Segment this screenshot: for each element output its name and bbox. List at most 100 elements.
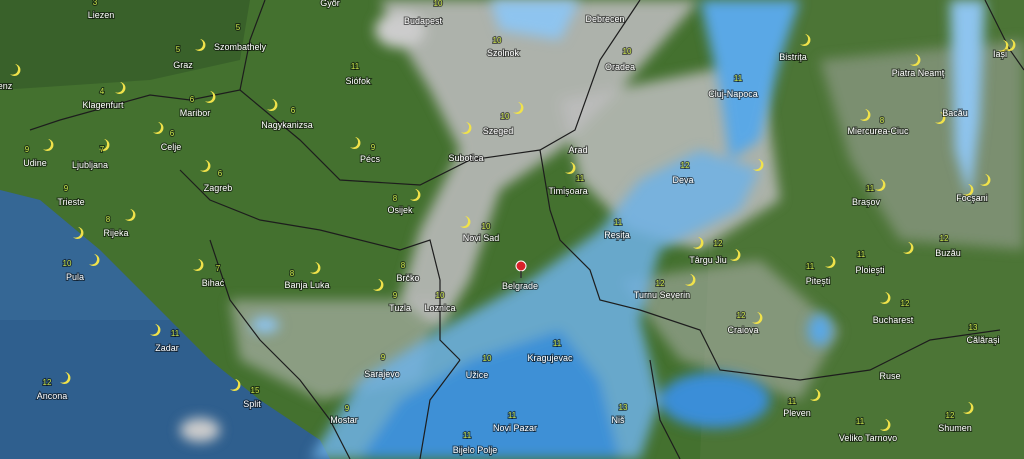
moon — [10, 64, 21, 76]
temperature: 11 — [508, 411, 517, 420]
temperature: 6 — [170, 129, 175, 138]
moon — [903, 242, 914, 254]
moon — [99, 139, 110, 151]
moon — [310, 262, 321, 274]
moon — [693, 237, 704, 249]
city-name: Mostar — [330, 415, 358, 425]
temperature: 11 — [553, 339, 562, 348]
city-name: Bucharest — [873, 315, 914, 325]
city-name: Iași — [993, 49, 1007, 59]
temperature: 9 — [64, 184, 69, 193]
borders — [29, 0, 1024, 459]
moon — [193, 259, 204, 271]
city-name: Budapest — [404, 16, 443, 26]
temperature: 6 — [218, 169, 223, 178]
city-name: Trieste — [57, 197, 84, 207]
city-name: Debrecen — [585, 14, 624, 24]
city-name: Craiova — [727, 325, 758, 335]
temperature: 11 — [614, 218, 623, 227]
temperature: 6 — [291, 106, 296, 115]
city-name: Užice — [466, 370, 489, 380]
temperature: 11 — [171, 329, 180, 338]
moon — [963, 184, 974, 196]
temperature: 12 — [737, 311, 746, 320]
moon — [800, 34, 811, 46]
city-name: Novi Sad — [463, 233, 500, 243]
temperature: 12 — [940, 234, 949, 243]
temperature: 11 — [463, 431, 472, 440]
moon — [200, 160, 211, 172]
city-name: Pleven — [783, 408, 811, 418]
temperature: 15 — [251, 386, 260, 395]
city-name: Udine — [23, 158, 47, 168]
city-name: Ploiești — [855, 265, 884, 275]
temperature: 8 — [290, 269, 295, 278]
moon — [753, 159, 764, 171]
city-name: Brașov — [852, 197, 881, 207]
moon — [195, 39, 206, 51]
city-name: Szeged — [483, 126, 514, 136]
temperature: 10 — [483, 354, 492, 363]
city-name: Pula — [66, 272, 84, 282]
moon — [565, 162, 576, 174]
temperature: 11 — [806, 262, 815, 271]
temperature: 10 — [434, 0, 443, 8]
city-name: Bihać — [202, 278, 225, 288]
city-name: Rijeka — [103, 228, 128, 238]
city-name: Graz — [173, 60, 193, 70]
city-name: Siófok — [345, 76, 371, 86]
city-name: Ruse — [879, 371, 900, 381]
city-name: Nagykanizsa — [261, 120, 313, 130]
city-name: Brčko — [396, 273, 419, 283]
city-name: Ljubljana — [72, 160, 108, 170]
moon — [461, 122, 472, 134]
temperature: 12 — [714, 239, 723, 248]
city-name: Kragujevac — [527, 353, 573, 363]
city-name: Ancona — [37, 391, 68, 401]
city-name: Liezen — [88, 10, 115, 20]
moon — [230, 379, 241, 391]
moon — [752, 312, 763, 324]
moon-icons — [10, 34, 1016, 431]
temperature: 10 — [501, 112, 510, 121]
city-name: Cluj-Napoca — [708, 89, 758, 99]
temperature: 8 — [880, 116, 885, 125]
moon — [125, 209, 136, 221]
temperature: 9 — [25, 145, 30, 154]
city-name: Târgu Jiu — [689, 255, 727, 265]
city-name: Győr — [320, 0, 340, 8]
moon — [810, 389, 821, 401]
city-name: Shumen — [938, 423, 972, 433]
city-name: Pécs — [360, 154, 381, 164]
temperature: 13 — [969, 323, 978, 332]
temperature: 12 — [656, 279, 665, 288]
location-pin — [515, 260, 527, 278]
moon — [685, 274, 696, 286]
temperature: 9 — [371, 143, 376, 152]
temperature: 9 — [345, 404, 350, 413]
city-name: Călărași — [966, 335, 999, 345]
moon — [460, 216, 471, 228]
city-name: Arad — [568, 145, 587, 155]
moon — [205, 91, 216, 103]
temperature: 4 — [100, 87, 105, 96]
city-name: Bistrița — [779, 52, 807, 62]
city-name: Miercurea-Ciuc — [847, 126, 909, 136]
city-name: Tuzla — [389, 303, 411, 313]
city-labels: Liezen 3 Győr Budapest 10 Debrecen Szombathely… — [0, 0, 1008, 456]
moon — [860, 109, 871, 121]
temperature: 3 — [93, 0, 98, 7]
temperature: 5 — [176, 45, 181, 54]
temperature: 11 — [734, 74, 743, 83]
city-name: Celje — [161, 142, 182, 152]
city-name: Veliko Tarnovo — [839, 433, 897, 443]
temperature: 11 — [866, 184, 875, 193]
city-name: Split — [243, 399, 261, 409]
moon — [153, 122, 164, 134]
moon — [513, 102, 524, 114]
city-name: Maribor — [180, 108, 211, 118]
temperature: 10 — [482, 222, 491, 231]
moon — [825, 256, 836, 268]
moon — [730, 249, 741, 261]
temperature: 13 — [619, 403, 628, 412]
